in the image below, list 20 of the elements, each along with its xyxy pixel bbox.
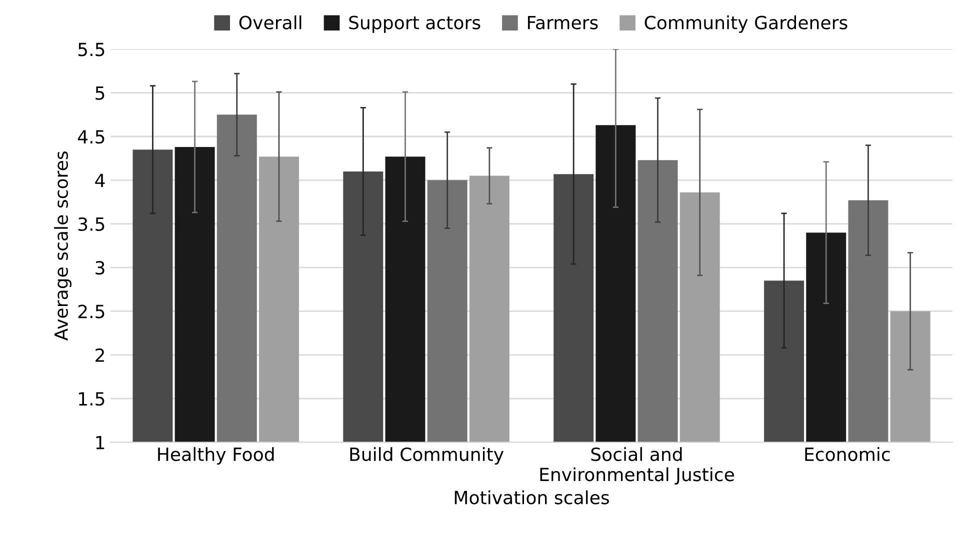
x-axis-title: Motivation scales	[454, 490, 609, 504]
y-tick-label: 2.5	[78, 304, 104, 318]
y-axis-title: Average scale scores	[54, 152, 72, 341]
y-tick-label: 5	[96, 86, 104, 100]
y-tick-label: 3	[96, 261, 104, 275]
x-tick-label: Build Community	[350, 447, 504, 465]
y-tick-label: 4.5	[78, 130, 104, 144]
legend-label: Overall	[239, 15, 302, 30]
legend-label: Farmers	[528, 16, 598, 30]
y-tick-label: 1	[96, 436, 104, 450]
y-tick-label: 2	[96, 348, 104, 362]
y-tick-label: 1.5	[79, 392, 104, 406]
legend-label: Community Gardeners	[644, 15, 848, 33]
y-tick-label: 4	[95, 174, 105, 188]
x-tick-label: Healthy Food	[158, 447, 274, 465]
y-tick-label: 3.5	[78, 217, 104, 231]
legend-label: Support actors	[349, 16, 480, 33]
y-tick-label: 5.5	[78, 42, 104, 56]
x-tick-label: Economic	[805, 447, 890, 462]
x-tick-label: Social and Environmental Justice	[540, 447, 734, 485]
